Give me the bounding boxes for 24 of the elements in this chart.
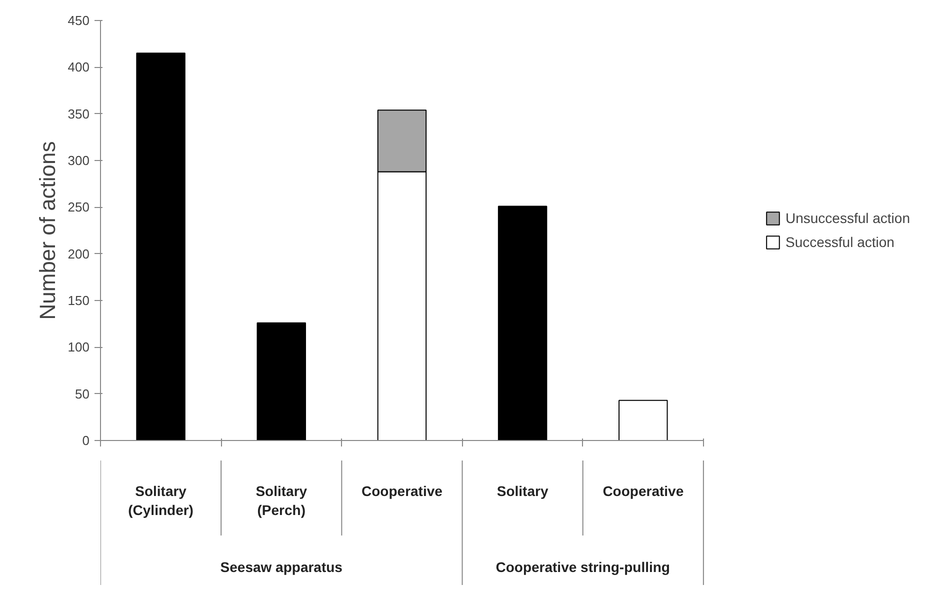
legend-label: Unsuccessful action xyxy=(785,210,910,226)
bar xyxy=(498,206,548,440)
bar xyxy=(618,400,668,440)
x-tick-label: Solitary xyxy=(496,483,548,499)
y-tick-label: 50 xyxy=(75,386,90,402)
y-axis-title: Number of actions xyxy=(34,141,60,320)
y-tick-label: 100 xyxy=(68,340,90,355)
y-tick-label: 350 xyxy=(68,106,90,122)
y-tick-label: 300 xyxy=(68,153,90,168)
bar xyxy=(136,52,186,440)
text: Seesaw apparatus xyxy=(220,558,343,575)
y-tick-label: 200 xyxy=(68,246,90,262)
x-tick-label: Cooperative xyxy=(362,483,443,499)
x-tick-label: Cooperative xyxy=(602,483,684,499)
x-tick-label: Solitary (Perch) xyxy=(256,483,308,518)
y-tick-label: 150 xyxy=(68,293,90,308)
x-tick-label: Solitary (Cylinder) xyxy=(128,483,194,518)
y-tick-label: 450 xyxy=(68,13,90,28)
y-tick-label: 0 xyxy=(82,433,90,448)
legend-label: Successful action xyxy=(785,234,894,250)
y-tick-label: 400 xyxy=(68,60,90,75)
bar xyxy=(256,322,306,440)
y-tick-label: 250 xyxy=(68,200,90,215)
text: Cooperative string-pulling xyxy=(496,558,670,575)
